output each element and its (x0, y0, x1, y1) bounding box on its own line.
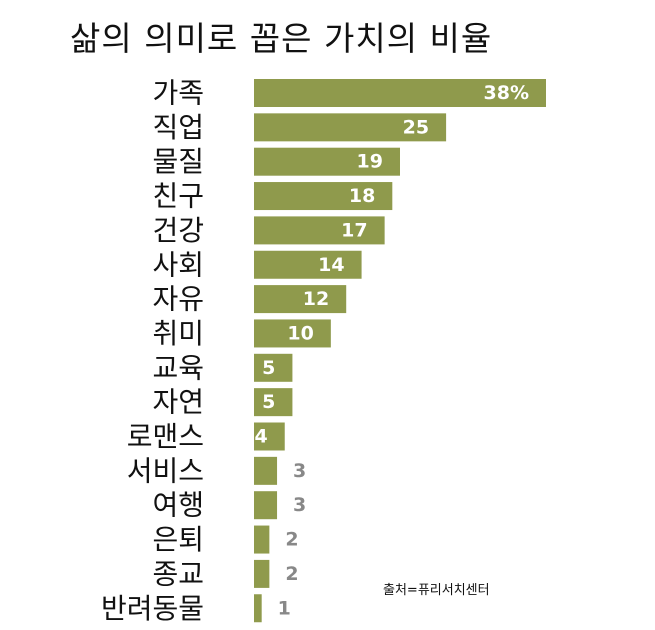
value-label-3: 18 (349, 185, 375, 207)
value-label-10: 4 (255, 426, 268, 448)
value-label-2: 19 (357, 151, 383, 173)
category-label-13: 은퇴 (152, 523, 204, 556)
category-label-14: 종교 (152, 557, 204, 590)
bar-4 (254, 216, 385, 245)
source-note: 출처=퓨리서치센터 (383, 583, 490, 598)
value-label-15: 1 (278, 597, 291, 619)
bar-1 (254, 113, 447, 142)
bar-3 (254, 182, 393, 211)
category-label-1: 직업 (152, 111, 204, 144)
value-label-14: 2 (285, 563, 298, 585)
category-label-4: 건강 (152, 214, 204, 247)
category-label-9: 자연 (152, 386, 204, 419)
bar-10 (254, 422, 285, 451)
value-label-12: 3 (293, 494, 306, 516)
category-label-3: 친구 (152, 180, 204, 213)
value-label-9: 5 (262, 391, 275, 413)
category-label-2: 물질 (152, 145, 204, 178)
chart-title: 삶의 의미로 꼽은 가치의 비율 (70, 19, 493, 58)
bar-0 (254, 79, 546, 107)
value-label-6: 12 (303, 288, 329, 310)
value-label-8: 5 (262, 357, 275, 379)
category-label-11: 서비스 (127, 454, 204, 487)
category-label-6: 자유 (152, 283, 204, 316)
bar-2 (254, 147, 400, 176)
category-label-0: 가족 (152, 77, 204, 110)
category-label-10: 로맨스 (127, 420, 204, 453)
bar-8 (254, 353, 293, 382)
bar-6 (254, 285, 347, 314)
value-label-5: 14 (318, 254, 344, 276)
bar-11 (254, 456, 278, 485)
category-label-8: 교육 (152, 351, 204, 384)
value-label-13: 2 (285, 529, 298, 551)
value-label-11: 3 (293, 460, 306, 482)
bar-12 (254, 491, 278, 520)
bar-7 (254, 319, 331, 348)
value-label-7: 10 (287, 322, 313, 344)
category-label-15: 반려동물 (101, 592, 204, 625)
value-label-1: 25 (403, 116, 429, 138)
bar-5 (254, 250, 362, 279)
bar-9 (254, 388, 293, 417)
value-label-4: 17 (341, 219, 367, 241)
category-label-12: 여행 (152, 489, 204, 522)
category-label-7: 취미 (152, 317, 204, 350)
bar-14 (254, 559, 270, 588)
bar-15 (254, 594, 262, 623)
category-label-5: 사회 (152, 248, 204, 281)
value-label-0: 38% (484, 82, 529, 104)
bar-13 (254, 525, 270, 554)
